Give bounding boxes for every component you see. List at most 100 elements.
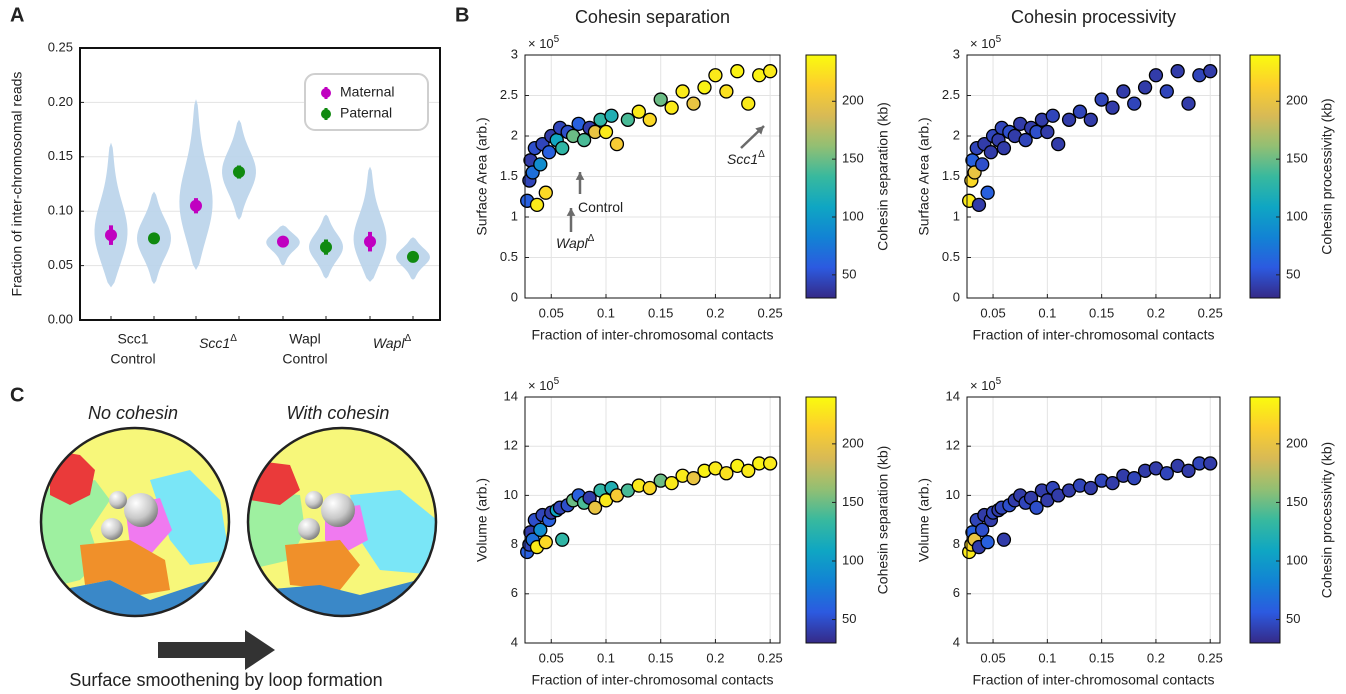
nucleolus (101, 518, 123, 540)
x-tick-label-main: Scc1 (199, 335, 230, 351)
violin (179, 99, 213, 270)
data-point (708, 68, 723, 83)
axes-box (524, 396, 781, 644)
x-tick-label: 0.1 (1038, 650, 1056, 665)
data-point (576, 132, 592, 148)
data-point (642, 480, 657, 496)
data-point (741, 463, 756, 478)
data-point (675, 84, 690, 99)
colorbar-tick-label: 100 (1286, 552, 1308, 567)
axis-multiplier: × 105 (528, 34, 560, 52)
data-point (1094, 92, 1109, 107)
colorbar (1249, 396, 1281, 644)
data-point (1203, 64, 1218, 79)
x-tick-label: 0.05 (539, 305, 564, 320)
mean-point (364, 235, 376, 248)
annotation-sup: Δ (588, 233, 595, 244)
y-axis-label: Surface Area (arb.) (474, 117, 490, 235)
nucleolus (305, 491, 323, 509)
data-point (1181, 463, 1196, 478)
data-point (763, 64, 778, 79)
data-point (555, 532, 570, 547)
data-point (996, 532, 1012, 547)
axis-multiplier: × 105 (528, 376, 560, 394)
y-tick-label: 2.5 (942, 87, 960, 102)
colorbar-tick-label: 100 (842, 208, 864, 223)
data-point (664, 475, 679, 491)
data-point (538, 185, 553, 200)
data-point (1105, 475, 1120, 491)
axis-multiplier-exp: 5 (554, 34, 560, 45)
arrow (158, 630, 275, 670)
data-point (642, 112, 657, 127)
colorbar-tick-label: 200 (842, 93, 864, 108)
colorbar-tick-label: 150 (1286, 151, 1308, 166)
data-point (1159, 466, 1174, 481)
y-tick-label: 12 (946, 438, 960, 453)
panel-label: B (455, 4, 469, 26)
x-tick-label: 0.05 (980, 305, 1005, 320)
colorbar-tick-label: 150 (842, 151, 864, 166)
data-point (1072, 104, 1088, 119)
annotation: Scc1Δ (727, 149, 765, 167)
data-point (686, 471, 701, 486)
y-tick-label: 12 (504, 438, 518, 453)
y-axis-label: Volume (arb.) (916, 478, 932, 562)
y-tick-label: 4 (511, 634, 518, 649)
data-point (631, 104, 646, 119)
colorbar-tick-label: 150 (842, 494, 864, 509)
colorbar-tick-label: 100 (842, 552, 864, 567)
mean-point (407, 250, 419, 263)
annotation: Control (578, 199, 623, 215)
x-axis-label: Fraction of inter-chromosomal contacts (532, 327, 774, 343)
colorbar-tick-label: 100 (1286, 208, 1308, 223)
x-tick-label: Control (282, 351, 327, 367)
y-tick-label: 0 (511, 289, 518, 304)
y-tick-label: 0.15 (48, 148, 73, 163)
y-tick-label: 6 (953, 585, 960, 600)
annotation-arrowhead (566, 208, 576, 216)
mean-point (190, 199, 202, 212)
data-point (1148, 68, 1164, 83)
y-tick-label: 8 (511, 536, 518, 551)
y-axis-label: Volume (arb.) (474, 478, 490, 562)
y-tick-label: 0.10 (48, 203, 73, 218)
y-tick-label: 14 (504, 388, 518, 403)
data-point (604, 108, 619, 123)
mean-point (277, 235, 289, 248)
y-tick-label: 1 (953, 208, 960, 223)
axis-multiplier-exp: 5 (996, 376, 1002, 387)
data-point (741, 96, 756, 111)
data-point (980, 185, 995, 200)
colorbar-tick-label: 200 (842, 435, 864, 450)
data-point (1018, 132, 1033, 148)
axis-multiplier-base: × 10 (528, 378, 554, 393)
x-tick-label: 0.2 (1147, 305, 1165, 320)
axes-box (79, 47, 441, 321)
colorbar-tick-label: 200 (1286, 93, 1308, 108)
data-point (1105, 100, 1120, 115)
data-point (1127, 471, 1142, 486)
y-tick-label: 0.5 (500, 249, 518, 264)
x-axis-label: Fraction of inter-chromosomal contacts (973, 672, 1215, 688)
annotation-sup: Δ (758, 149, 765, 160)
x-tick-label-main: Wapl (373, 335, 406, 351)
colorbar-tick-label: 50 (1286, 266, 1300, 281)
data-point (533, 157, 548, 172)
data-point (598, 124, 614, 140)
annotation-arrowhead (575, 172, 585, 180)
nucleus-outline (39, 426, 231, 618)
x-axis-label: Fraction of inter-chromosomal contacts (973, 327, 1215, 343)
x-axis-label: Fraction of inter-chromosomal contacts (532, 672, 774, 688)
legend-marker (321, 109, 331, 119)
colorbar-label: Cohesin separation (kb) (875, 446, 891, 595)
x-tick-label: Control (110, 351, 155, 367)
data-point (1127, 96, 1142, 111)
axes-box (966, 396, 1221, 644)
data-point (719, 84, 734, 99)
nucleus-outline (246, 426, 438, 618)
axis-multiplier-base: × 10 (528, 36, 554, 51)
y-tick-label: 3 (953, 46, 960, 61)
data-point (587, 500, 603, 515)
data-point (1029, 500, 1044, 515)
